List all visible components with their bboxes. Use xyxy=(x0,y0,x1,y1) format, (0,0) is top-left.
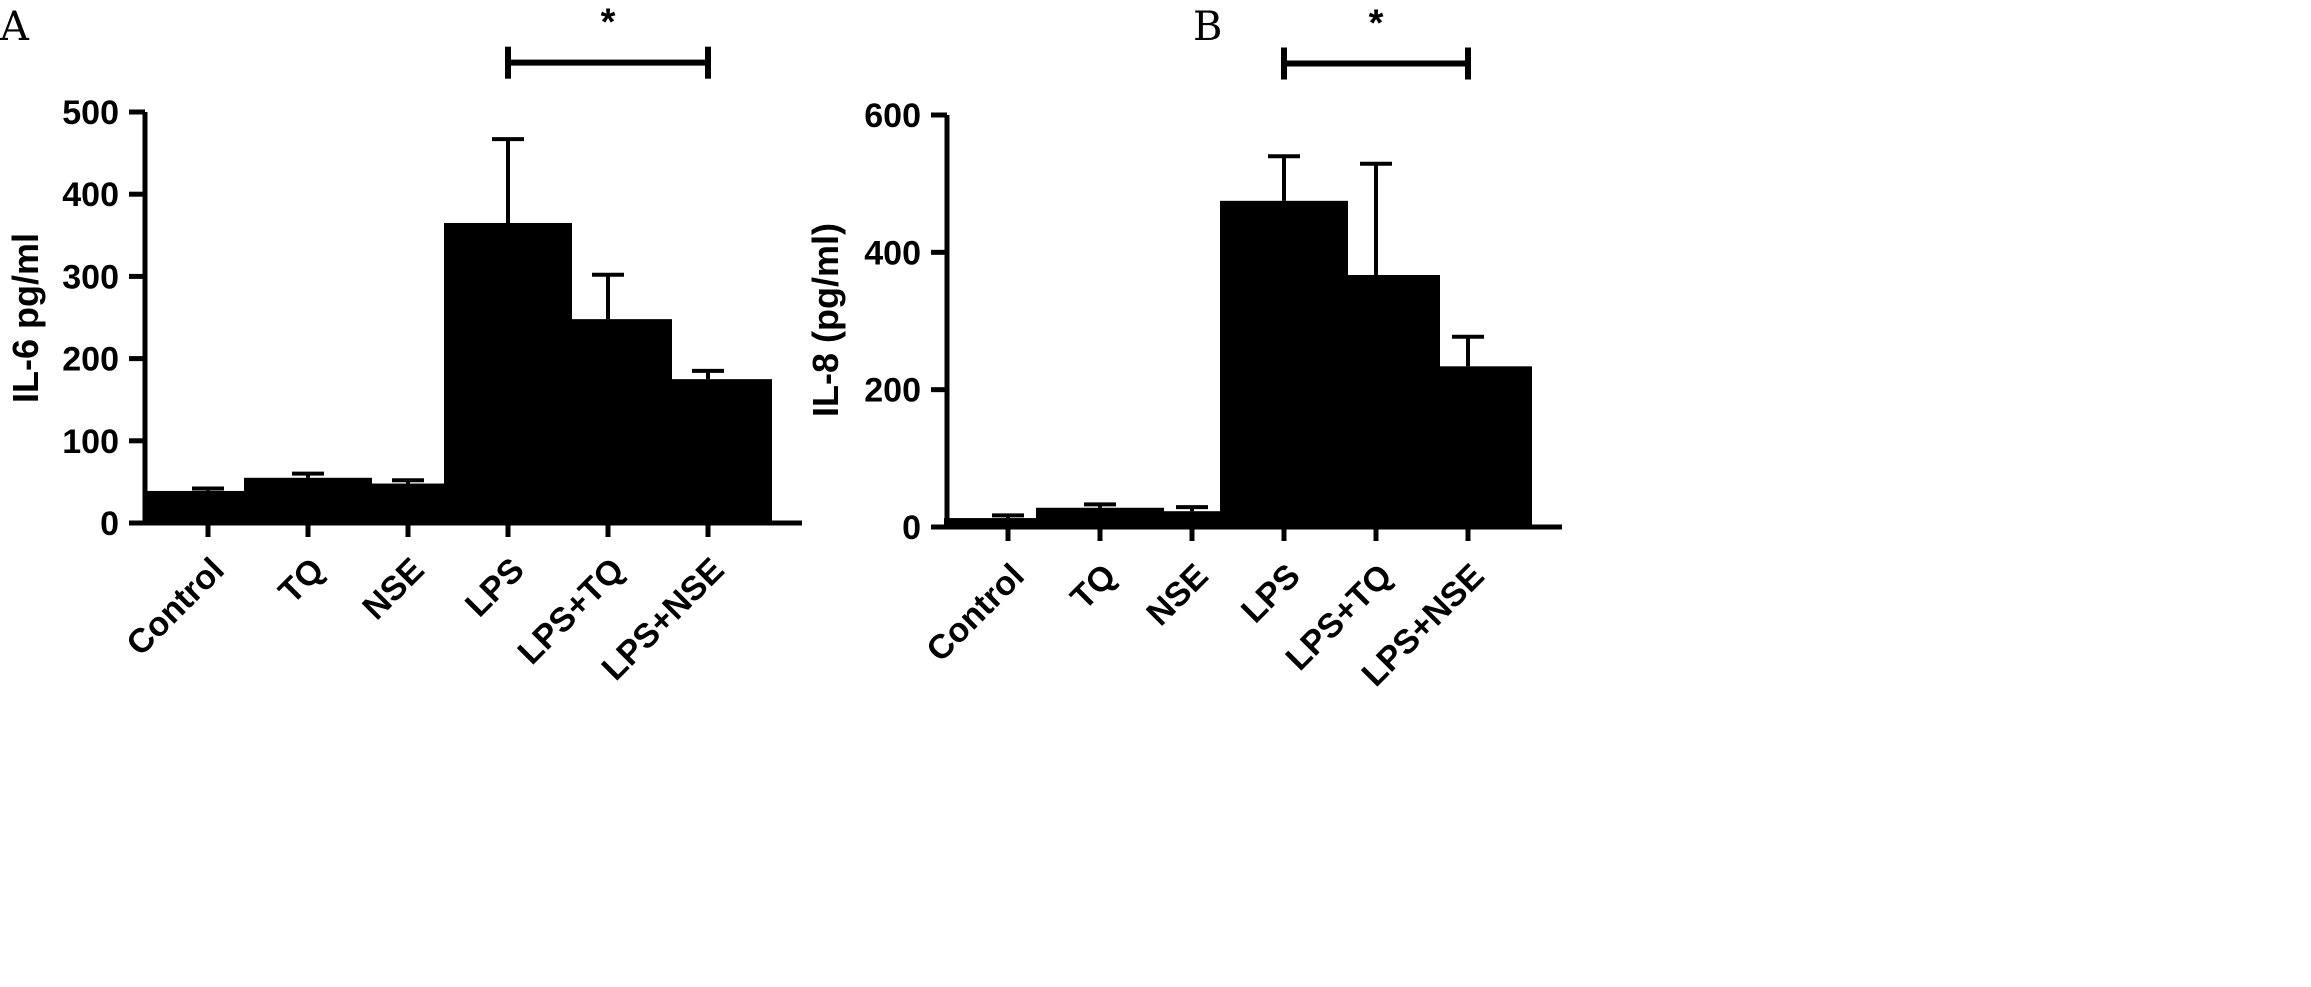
x-category-label: LPS xyxy=(1234,557,1308,631)
y-tick-label: 0 xyxy=(100,505,119,543)
x-category-label: Control xyxy=(919,557,1031,669)
y-tick-label: 400 xyxy=(864,234,921,272)
panel-label-b: B xyxy=(1193,4,1222,50)
y-axis-title: IL-6 pg/ml xyxy=(5,233,46,403)
y-tick-label: 100 xyxy=(62,423,119,461)
x-category-label: NSE xyxy=(1139,557,1215,633)
y-tick-label: 300 xyxy=(62,258,119,296)
bar xyxy=(644,379,772,523)
y-tick-label: 500 xyxy=(62,94,119,132)
y-tick-label: 600 xyxy=(864,97,921,135)
x-category-label: TQ xyxy=(1063,557,1123,617)
y-tick-label: 200 xyxy=(62,341,119,379)
x-category-label: Control xyxy=(119,551,231,663)
panel-label-a: A xyxy=(0,4,30,50)
chart-il6: 0 100 200 300 400 500 IL-6 pg/ml Control TQ NSE LP… xyxy=(5,2,802,688)
significance-label: * xyxy=(601,2,616,44)
y-tick-label: 0 xyxy=(902,509,921,547)
bar xyxy=(1404,366,1532,527)
y-axis-title: IL-8 (pg/ml) xyxy=(805,223,846,417)
y-tick-label: 200 xyxy=(864,372,921,410)
x-category-label: TQ xyxy=(271,551,331,611)
significance-label: * xyxy=(1369,3,1384,45)
x-category-label: LPS xyxy=(458,551,532,625)
y-tick-label: 400 xyxy=(62,176,119,214)
bar xyxy=(944,518,1072,527)
x-category-label: NSE xyxy=(355,551,431,627)
